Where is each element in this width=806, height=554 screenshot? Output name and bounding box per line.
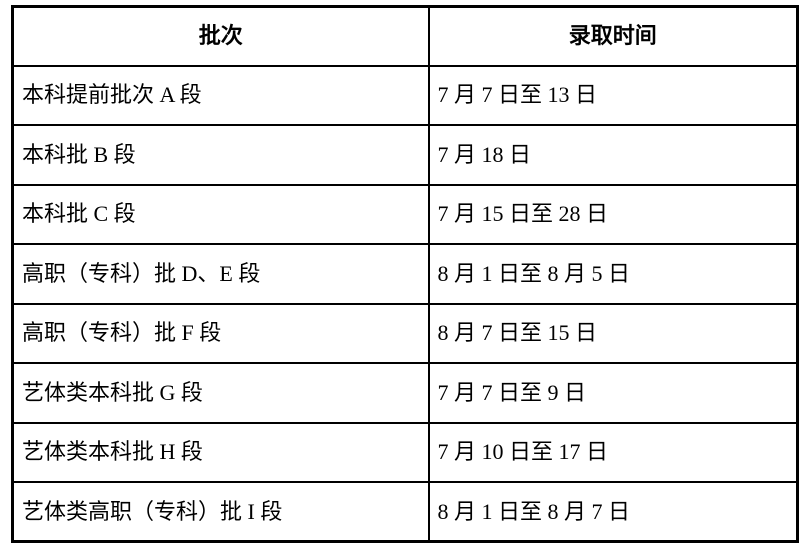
column-header-batch: 批次: [11, 5, 430, 67]
admission-time-cell: 8 月 7 日至 15 日: [427, 302, 799, 364]
table-row: 本科批 C 段 7 月 15 日至 28 日: [11, 183, 799, 245]
batch-cell: 本科提前批次 A 段: [11, 64, 430, 126]
admission-time-cell: 7 月 10 日至 17 日: [427, 421, 799, 483]
batch-cell: 本科批 C 段: [11, 183, 430, 245]
batch-cell: 本科批 B 段: [11, 124, 430, 186]
admission-time-cell: 7 月 18 日: [427, 124, 799, 186]
batch-cell: 艺体类高职（专科）批 I 段: [11, 481, 430, 543]
batch-cell: 艺体类本科批 G 段: [11, 362, 430, 424]
batch-cell: 艺体类本科批 H 段: [11, 421, 430, 483]
table-row: 艺体类本科批 G 段 7 月 7 日至 9 日: [11, 362, 799, 424]
admission-time-cell: 8 月 1 日至 8 月 7 日: [427, 481, 799, 543]
admission-time-cell: 7 月 15 日至 28 日: [427, 183, 799, 245]
table-row: 艺体类高职（专科）批 I 段 8 月 1 日至 8 月 7 日: [11, 481, 799, 543]
admission-schedule-table: 批次 录取时间 本科提前批次 A 段 7 月 7 日至 13 日 本科批 B 段…: [11, 5, 799, 543]
table-row: 本科提前批次 A 段 7 月 7 日至 13 日: [11, 64, 799, 126]
admission-time-cell: 7 月 7 日至 9 日: [427, 362, 799, 424]
table-row: 高职（专科）批 D、E 段 8 月 1 日至 8 月 5 日: [11, 243, 799, 305]
table-row: 艺体类本科批 H 段 7 月 10 日至 17 日: [11, 421, 799, 483]
table-row: 高职（专科）批 F 段 8 月 7 日至 15 日: [11, 302, 799, 364]
admission-time-cell: 7 月 7 日至 13 日: [427, 64, 799, 126]
column-header-admission-time: 录取时间: [427, 5, 799, 67]
admission-time-cell: 8 月 1 日至 8 月 5 日: [427, 243, 799, 305]
batch-cell: 高职（专科）批 F 段: [11, 302, 430, 364]
table-row: 本科批 B 段 7 月 18 日: [11, 124, 799, 186]
batch-cell: 高职（专科）批 D、E 段: [11, 243, 430, 305]
table-header-row: 批次 录取时间: [11, 5, 799, 67]
